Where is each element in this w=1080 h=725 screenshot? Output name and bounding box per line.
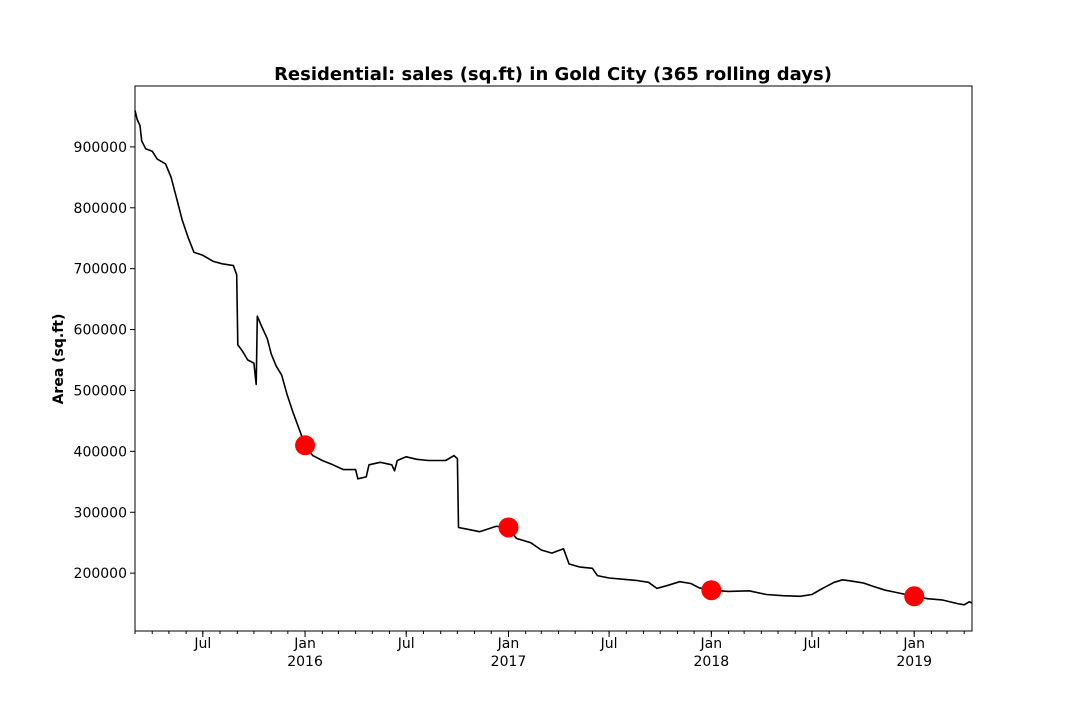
series-layer	[134, 110, 973, 607]
x-tick-label: Jul	[600, 636, 618, 652]
data-point-marker	[701, 580, 722, 601]
x-tick-label: Jul	[193, 636, 211, 652]
y-tick-label: 600000	[74, 323, 127, 339]
data-point-marker	[498, 517, 519, 538]
x-tick-label: Jul	[802, 636, 820, 652]
x-tick-year-label: 2018	[694, 654, 730, 670]
x-tick-label: Jan	[902, 636, 925, 652]
x-tick-year-label: 2019	[896, 654, 932, 670]
x-tick-label: Jul	[397, 636, 415, 652]
x-tick-year-label: 2017	[491, 654, 527, 670]
x-tick-label: Jan	[497, 636, 520, 652]
data-point-marker	[295, 435, 316, 456]
y-axis: 200000 300000 400000 500000 600000 700000 8000…	[74, 140, 135, 582]
y-tick-label: 200000	[74, 566, 127, 582]
x-tick-label: Jan	[700, 636, 723, 652]
y-tick-label: 800000	[74, 201, 127, 217]
y-tick-label: 400000	[74, 444, 127, 460]
y-tick-label: 900000	[74, 140, 127, 156]
y-tick-label: 500000	[74, 383, 127, 399]
series-line	[134, 110, 973, 606]
data-point-marker	[904, 586, 925, 607]
y-tick-label: 700000	[74, 262, 127, 278]
y-tick-label: 300000	[74, 505, 127, 521]
chart-title: Residential: sales (sq.ft) in Gold City …	[274, 64, 832, 85]
y-axis-label: Area (sq.ft)	[51, 314, 67, 405]
x-tick-year-label: 2016	[287, 654, 323, 670]
x-tick-label: Jan	[293, 636, 316, 652]
x-axis: Jul Jan 2016 Jul Jan 2017 Jul Jan 2018 Jul Jan 2019	[134, 631, 965, 670]
plot-frame	[134, 85, 973, 632]
